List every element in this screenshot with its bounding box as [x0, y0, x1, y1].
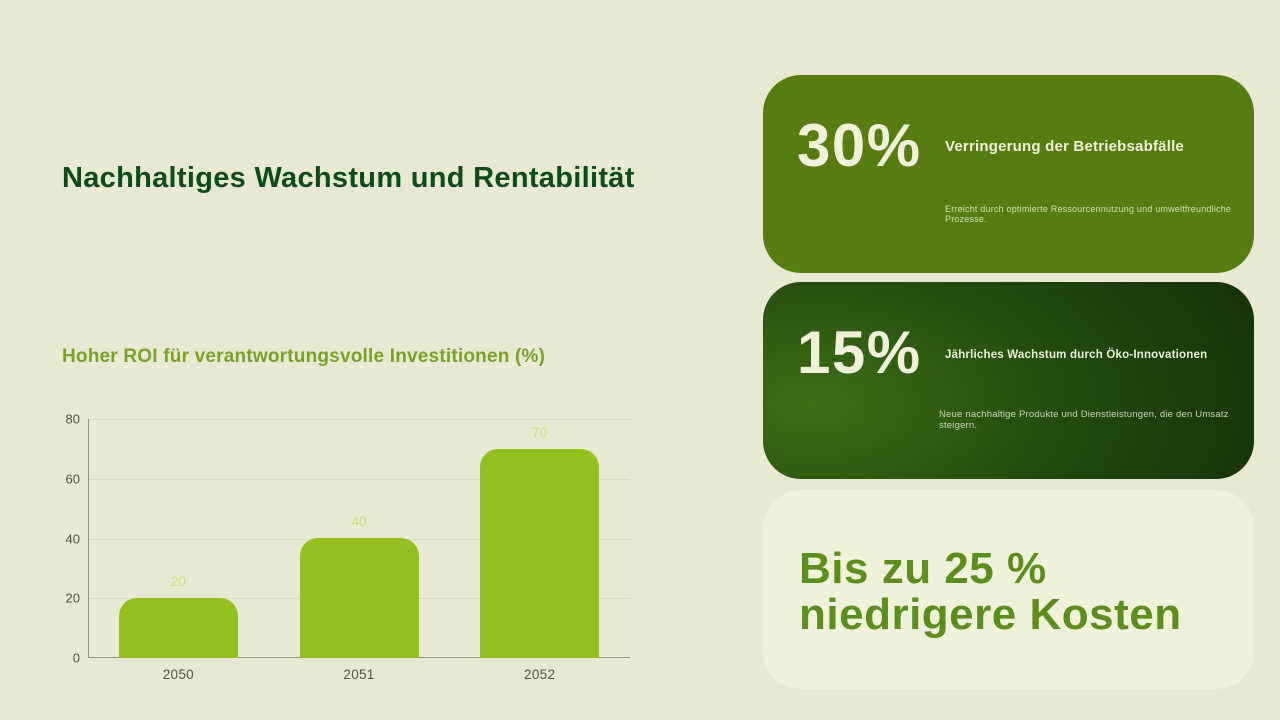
- x-tick-label: 2051: [343, 667, 375, 682]
- highlight-text-line2: niedrigere Kosten: [799, 590, 1182, 640]
- y-tick-label: 60: [65, 471, 80, 487]
- bar: [300, 538, 419, 658]
- y-tick-label: 20: [65, 590, 80, 606]
- bar-value-label: 40: [351, 514, 367, 529]
- stat-card-annual-growth: 15% Jährliches Wachstum durch Öko-Innova…: [763, 282, 1254, 479]
- y-axis-line: [88, 419, 89, 658]
- stat-card-waste-reduction: 30% Verringerung der Betriebsabfälle Err…: [763, 75, 1254, 273]
- stat-title: Verringerung der Betriebsabfälle: [945, 138, 1184, 155]
- chart-heading: Hoher ROI für verantwortungsvolle Invest…: [62, 346, 546, 367]
- bar: [119, 598, 238, 658]
- grid-line: [88, 478, 630, 480]
- grid-line: [88, 419, 630, 420]
- main-title: Nachhaltiges Wachstum und Rentabilität: [62, 162, 635, 194]
- highlight-text: Bis zu 25 % niedrigere Kosten: [799, 544, 1182, 640]
- highlight-text-line1: Bis zu 25 %: [799, 544, 1047, 593]
- bar: [480, 449, 599, 658]
- stat-title: Jährliches Wachstum durch Öko-Innovation…: [945, 349, 1208, 361]
- stat-value: 30%: [797, 112, 922, 179]
- stat-description: Neue nachhaltige Produkte und Dienstleis…: [939, 409, 1229, 431]
- y-tick-label: 0: [72, 650, 80, 666]
- bar-value-label: 70: [532, 425, 548, 440]
- stat-description: Erreicht durch optimierte Ressourcennutz…: [945, 204, 1232, 224]
- bar-chart: 0 20 40 60 80 20 40 70 2050 2051 2052: [60, 410, 660, 695]
- stat-value: 15%: [797, 319, 922, 386]
- y-tick-label: 40: [65, 531, 80, 546]
- y-tick-label: 80: [65, 411, 80, 427]
- highlight-card-lower-costs: Bis zu 25 % niedrigere Kosten: [763, 490, 1254, 689]
- x-tick-label: 2050: [162, 667, 194, 682]
- x-axis-labels: 2050 2051 2052: [88, 658, 630, 688]
- bar-value-label: 20: [170, 574, 186, 589]
- chart-plot: 20 40 70: [88, 419, 630, 658]
- y-axis-labels: 0 20 40 60 80: [60, 412, 80, 666]
- x-tick-label: 2052: [524, 667, 556, 682]
